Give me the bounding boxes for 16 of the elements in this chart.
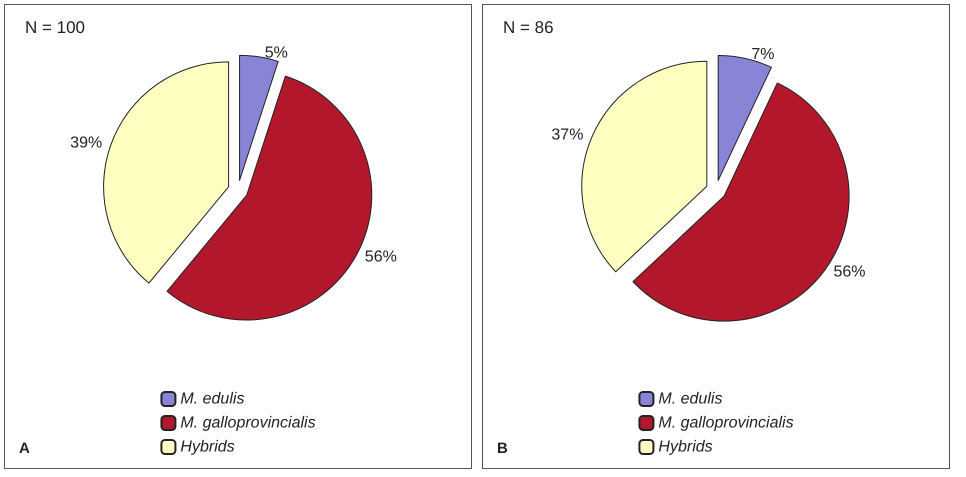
legend-label: M. edulis xyxy=(658,390,722,408)
data-label: 56% xyxy=(364,248,397,266)
data-label: 37% xyxy=(551,126,584,144)
data-label: 39% xyxy=(70,134,102,152)
legend-label: M. galloprovincialis xyxy=(180,414,316,432)
data-label: 56% xyxy=(833,263,866,280)
data-label: 7% xyxy=(751,46,774,64)
data-label: 5% xyxy=(264,44,288,62)
legend-label: M. galloprovincialis xyxy=(658,414,794,432)
legend-label: Hybrids xyxy=(658,438,713,456)
text: A xyxy=(19,440,30,457)
legend-label: M. edulis xyxy=(180,390,244,408)
text: B xyxy=(497,440,508,457)
legend-label: Hybrids xyxy=(180,438,235,456)
text: N = 86 xyxy=(503,18,554,37)
text: N = 100 xyxy=(25,18,86,37)
